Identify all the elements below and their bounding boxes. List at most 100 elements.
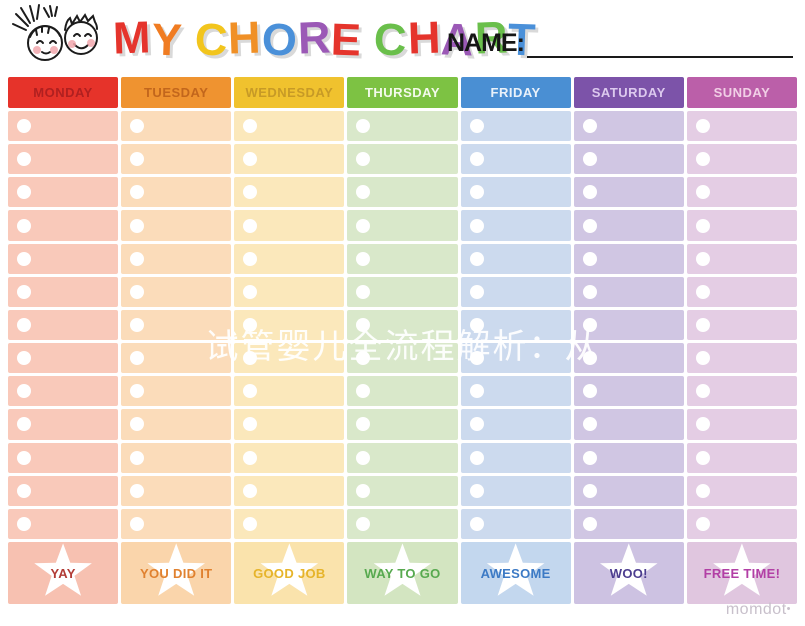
chore-slot[interactable] [234, 177, 345, 208]
chore-slot[interactable] [8, 144, 119, 175]
chore-slot[interactable] [8, 243, 119, 274]
chore-slot[interactable] [234, 243, 345, 274]
chore-slot[interactable] [686, 309, 797, 341]
check-circle-icon [356, 284, 371, 299]
chore-slot[interactable] [460, 409, 571, 440]
chore-slot[interactable] [460, 343, 571, 374]
chore-slot[interactable] [8, 442, 119, 473]
chore-slot[interactable] [460, 243, 571, 274]
chore-slot[interactable] [8, 276, 119, 307]
chore-slot[interactable] [234, 376, 345, 407]
chore-slot[interactable] [121, 144, 232, 175]
chore-slot[interactable] [234, 409, 345, 440]
chore-slot[interactable] [573, 508, 684, 540]
chore-slot[interactable] [573, 210, 684, 241]
chore-slot[interactable] [121, 276, 232, 307]
chore-slot[interactable] [460, 508, 571, 540]
chore-slot[interactable] [573, 309, 684, 341]
chore-slot[interactable] [686, 243, 797, 274]
chore-slot[interactable] [460, 442, 571, 473]
chore-slot[interactable] [573, 376, 684, 407]
chore-slot[interactable] [347, 144, 458, 175]
chore-slot[interactable] [686, 343, 797, 374]
chore-slot[interactable] [121, 111, 232, 142]
chore-slot[interactable] [686, 508, 797, 540]
chore-slot[interactable] [460, 309, 571, 341]
chore-slot[interactable] [347, 409, 458, 440]
chore-slot[interactable] [347, 177, 458, 208]
chore-slot[interactable] [234, 276, 345, 307]
chore-slot[interactable] [686, 276, 797, 307]
check-circle-icon [469, 284, 484, 299]
check-circle-icon [695, 152, 710, 167]
chore-slot[interactable] [347, 276, 458, 307]
chore-slot[interactable] [234, 144, 345, 175]
check-circle-icon [695, 450, 710, 465]
chore-slot[interactable] [686, 177, 797, 208]
chore-slot[interactable] [460, 376, 571, 407]
chore-slot[interactable] [8, 475, 119, 506]
chore-slot[interactable] [460, 177, 571, 208]
chore-slot[interactable] [8, 343, 119, 374]
chore-slot[interactable] [121, 508, 232, 540]
chore-slot[interactable] [234, 475, 345, 506]
chore-slot[interactable] [121, 309, 232, 341]
chore-slot[interactable] [347, 475, 458, 506]
chore-slot[interactable] [347, 309, 458, 341]
name-input-line[interactable] [526, 28, 793, 58]
chore-slot[interactable] [8, 309, 119, 341]
chore-slot[interactable] [121, 243, 232, 274]
title-letter: Y [150, 13, 184, 66]
chore-slot[interactable] [573, 177, 684, 208]
chore-slot[interactable] [573, 409, 684, 440]
chore-slot[interactable] [347, 343, 458, 374]
chore-slot[interactable] [121, 409, 232, 440]
chore-slot[interactable] [234, 442, 345, 473]
chore-slot[interactable] [573, 475, 684, 506]
chore-slot[interactable] [347, 508, 458, 540]
chore-slot[interactable] [460, 276, 571, 307]
chore-slot[interactable] [8, 177, 119, 208]
chore-slot[interactable] [234, 210, 345, 241]
chore-slot[interactable] [573, 144, 684, 175]
chore-slot[interactable] [573, 111, 684, 142]
chore-slot[interactable] [460, 475, 571, 506]
check-circle-icon [17, 251, 31, 266]
chore-slot[interactable] [573, 243, 684, 274]
chore-slot[interactable] [347, 111, 458, 142]
chore-slot[interactable] [347, 210, 458, 241]
chore-slot[interactable] [121, 210, 232, 241]
chore-slot[interactable] [8, 409, 119, 440]
chore-slot[interactable] [573, 276, 684, 307]
chore-slot[interactable] [8, 376, 119, 407]
chore-slot[interactable] [121, 343, 232, 374]
chore-slot[interactable] [686, 475, 797, 506]
chore-slot[interactable] [121, 177, 232, 208]
chore-slot[interactable] [347, 243, 458, 274]
chore-slot[interactable] [234, 309, 345, 341]
chore-slot[interactable] [573, 343, 684, 374]
chore-slot[interactable] [234, 111, 345, 142]
chore-slot[interactable] [460, 210, 571, 241]
chore-slot[interactable] [8, 111, 119, 142]
chore-slot[interactable] [686, 144, 797, 175]
day-header-tuesday: TUESDAY [121, 77, 232, 108]
chore-slot[interactable] [234, 508, 345, 540]
chore-slot[interactable] [686, 442, 797, 473]
chore-slot[interactable] [121, 376, 232, 407]
chore-slot[interactable] [686, 409, 797, 440]
chore-slot[interactable] [347, 376, 458, 407]
chore-slot[interactable] [686, 376, 797, 407]
chore-slot[interactable] [347, 442, 458, 473]
chore-slot[interactable] [234, 343, 345, 374]
chore-slot[interactable] [460, 144, 571, 175]
chore-slot[interactable] [8, 508, 119, 540]
chore-slot[interactable] [460, 111, 571, 142]
chore-slot[interactable] [8, 210, 119, 241]
chore-slot[interactable] [686, 210, 797, 241]
chore-slot[interactable] [121, 475, 232, 506]
chore-slot[interactable] [121, 442, 232, 473]
chore-slot[interactable] [573, 442, 684, 473]
chore-slot[interactable] [686, 111, 797, 142]
reward-cell-thursday: WAY TO GO [347, 542, 458, 604]
